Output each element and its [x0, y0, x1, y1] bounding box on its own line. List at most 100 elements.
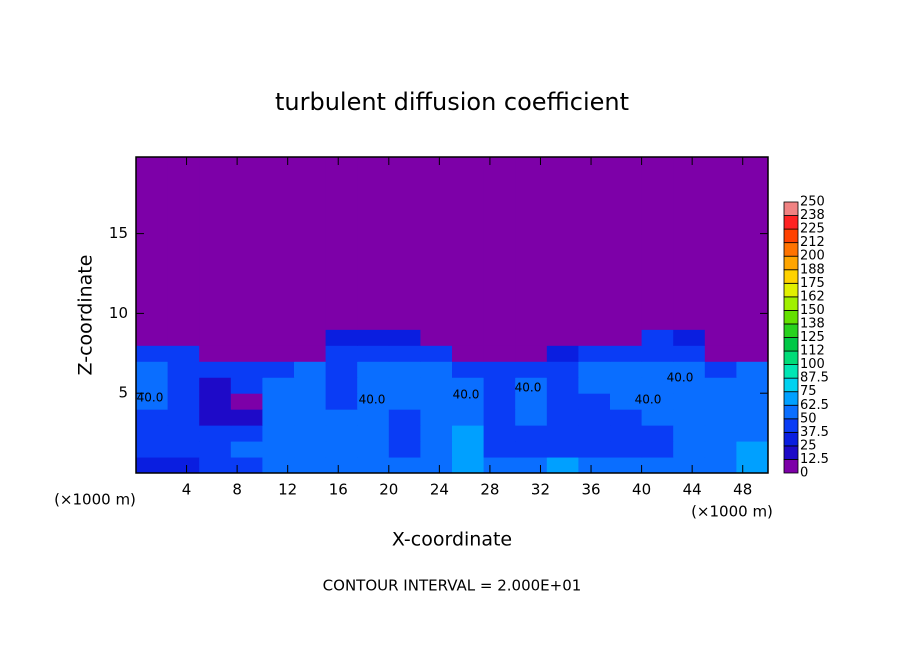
colorbar-label: 238 [800, 208, 825, 223]
heat-cell [136, 157, 169, 330]
heat-cell [199, 393, 232, 410]
heat-cell [262, 361, 295, 378]
heat-cell [546, 457, 579, 474]
heat-cell [483, 409, 516, 426]
heat-cell [452, 157, 485, 330]
heat-cell [736, 377, 769, 394]
heat-cell [704, 393, 737, 410]
heat-cell [673, 393, 706, 410]
heat-cell [420, 409, 453, 426]
heat-cell [167, 345, 200, 362]
heat-cell [515, 157, 548, 330]
heat-cell [388, 425, 421, 442]
heat-cell [578, 377, 611, 394]
heat-cell [262, 329, 295, 346]
heat-cell [610, 409, 643, 426]
heat-cell [262, 157, 295, 330]
colorbar-label: 125 [800, 330, 825, 345]
heat-cell [325, 377, 358, 394]
heat-cell [641, 361, 674, 378]
colorbar-label: 200 [800, 249, 825, 264]
heat-cell [515, 361, 548, 378]
y-axis-label: Z-coordinate [75, 255, 97, 376]
heat-cell [199, 157, 232, 330]
heat-cell [641, 441, 674, 458]
heat-cell [515, 409, 548, 426]
heat-cell [515, 393, 548, 410]
heat-cell [641, 425, 674, 442]
heat-cell [578, 329, 611, 346]
colorbar-label: 75 [800, 384, 817, 399]
heat-cell [199, 425, 232, 442]
field [136, 157, 769, 474]
heat-cell [641, 157, 674, 330]
heat-cell [294, 425, 327, 442]
heat-cell [452, 329, 485, 346]
colorbar-box [783, 296, 799, 311]
colorbar-label: 212 [800, 235, 825, 250]
heat-cell [736, 457, 769, 474]
colorbar-label: 0 [800, 466, 808, 481]
heat-cell [294, 457, 327, 474]
heat-cell [262, 441, 295, 458]
heat-cell [136, 361, 169, 378]
heat-cell [578, 361, 611, 378]
heat-cell [578, 441, 611, 458]
heat-cell [357, 393, 390, 410]
contour-label: 40.0 [359, 393, 386, 407]
heat-cell [420, 157, 453, 330]
heat-cell [388, 345, 421, 362]
heat-cell [388, 157, 421, 330]
heat-cell [452, 361, 485, 378]
colorbar-label: 87.5 [800, 371, 829, 386]
x-tick-label: 8 [232, 481, 242, 499]
heat-cell [673, 329, 706, 346]
heat-cell [325, 393, 358, 410]
heat-cell [515, 425, 548, 442]
heat-cell [199, 441, 232, 458]
heat-cell [199, 377, 232, 394]
heat-cell [230, 361, 263, 378]
heat-cell [704, 157, 737, 330]
heat-cell [452, 409, 485, 426]
heat-cell [357, 441, 390, 458]
x-unit-label: (×1000 m) [691, 503, 773, 521]
contour-label: 40.0 [635, 393, 662, 407]
heat-cell [388, 329, 421, 346]
heat-cell [294, 441, 327, 458]
x-tick-label: 40 [632, 481, 651, 499]
heat-cell [167, 329, 200, 346]
heat-cell [641, 409, 674, 426]
x-tick-label: 32 [531, 481, 550, 499]
heat-cell [546, 361, 579, 378]
heat-cell [610, 329, 643, 346]
heat-cell [388, 377, 421, 394]
colorbar-box [783, 255, 799, 271]
heat-cell [420, 329, 453, 346]
heat-cell [262, 345, 295, 362]
x-tick-label: 16 [329, 481, 348, 499]
heat-cell [578, 157, 611, 330]
heat-cell [199, 457, 232, 474]
heat-cell [294, 345, 327, 362]
colorbar-box [783, 269, 799, 284]
colorbar-label: 12.5 [800, 452, 829, 467]
heat-cell [357, 409, 390, 426]
heat-cell [136, 457, 169, 474]
heat-cell [483, 425, 516, 442]
colorbar-box [783, 418, 799, 433]
heat-cell [325, 361, 358, 378]
heat-cell [610, 377, 643, 394]
x-unit-label: (×1000 m) [54, 491, 136, 509]
heat-cell [262, 393, 295, 410]
contour-label: 40.0 [453, 388, 480, 402]
colorbar-label: 50 [800, 411, 817, 426]
heat-cell [610, 361, 643, 378]
heat-cell [483, 361, 516, 378]
heat-cell [610, 457, 643, 474]
heat-cell [578, 345, 611, 362]
x-axis-label: X-coordinate [392, 529, 512, 551]
heat-cell [546, 345, 579, 362]
heat-cell [452, 425, 485, 442]
